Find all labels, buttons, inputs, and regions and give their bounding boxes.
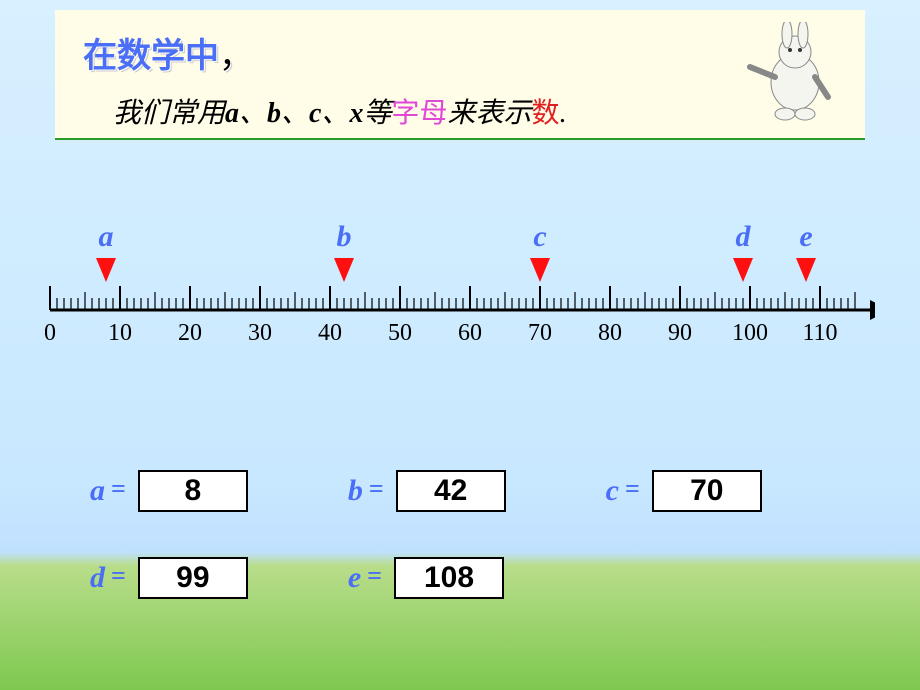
value-label-e: e xyxy=(348,561,361,595)
svg-text:20: 20 xyxy=(178,320,202,346)
svg-text:40: 40 xyxy=(318,320,342,346)
svg-text:70: 70 xyxy=(528,320,552,346)
svg-text:100: 100 xyxy=(732,320,768,346)
marker-pointer-c xyxy=(530,258,550,282)
zimu-text: 字母 xyxy=(392,98,448,129)
marker-label-d: d xyxy=(736,220,751,254)
var-x: x xyxy=(350,98,364,129)
value-box-a[interactable]: 8 xyxy=(138,470,248,512)
value-label-c: c xyxy=(606,474,619,508)
equals-icon: = xyxy=(367,561,382,591)
value-box-c[interactable]: 70 xyxy=(652,470,762,512)
var-c: c xyxy=(309,98,321,129)
sub-after: 来表示 xyxy=(448,98,532,129)
svg-text:0: 0 xyxy=(45,320,56,346)
svg-text:30: 30 xyxy=(248,320,272,346)
sep1: 、 xyxy=(239,98,267,129)
title-text: 在数学中 xyxy=(83,38,219,75)
sep2: 、 xyxy=(281,98,309,129)
svg-text:80: 80 xyxy=(598,320,622,346)
marker-pointer-d xyxy=(733,258,753,282)
rabbit-icon xyxy=(740,22,850,132)
equals-icon: = xyxy=(111,561,126,591)
value-label-d: d xyxy=(90,561,105,595)
marker-label-a: a xyxy=(99,220,114,254)
var-a: a xyxy=(225,98,239,129)
svg-text:110: 110 xyxy=(802,320,837,346)
svg-text:60: 60 xyxy=(458,320,482,346)
equals-icon: = xyxy=(369,474,384,504)
value-box-e[interactable]: 108 xyxy=(394,557,504,599)
equals-icon: = xyxy=(111,474,126,504)
marker-pointer-a xyxy=(96,258,116,282)
number-line: 0 10 20 30 40 50 60 70 80 90 100 110 a b c d e xyxy=(45,220,875,375)
value-label-a: a xyxy=(90,474,105,508)
value-box-d[interactable]: 99 xyxy=(138,557,248,599)
sub-mid: 等 xyxy=(364,98,392,129)
shu-text: 数 xyxy=(532,98,560,129)
ruler-svg: 0 10 20 30 40 50 60 70 80 90 100 110 xyxy=(45,220,875,370)
var-b: b xyxy=(267,98,281,129)
value-group-c: c = 70 xyxy=(606,470,762,512)
value-box-b[interactable]: 42 xyxy=(396,470,506,512)
value-group-a: a = 8 xyxy=(90,470,248,512)
subtitle-line: 我们常用a、b、c、x等字母来表示数. xyxy=(83,91,837,131)
marker-pointer-b xyxy=(334,258,354,282)
values-row-2: d = 99 e = 108 xyxy=(0,557,920,599)
svg-text:10: 10 xyxy=(108,320,132,346)
value-label-b: b xyxy=(348,474,363,508)
values-row-1: a = 8 b = 42 c = 70 xyxy=(0,470,920,512)
sub-period: . xyxy=(560,98,567,129)
svg-text:50: 50 xyxy=(388,320,412,346)
marker-label-b: b xyxy=(337,220,352,254)
title-line: 在数学中， xyxy=(83,28,837,77)
values-area: a = 8 b = 42 c = 70 d = 99 e = 108 xyxy=(0,470,920,644)
equals-icon: = xyxy=(625,474,640,504)
svg-text:90: 90 xyxy=(668,320,692,346)
sub-prefix: 我们常用 xyxy=(113,98,225,129)
value-group-d: d = 99 xyxy=(90,557,248,599)
marker-pointer-e xyxy=(796,258,816,282)
sep3: 、 xyxy=(321,98,349,129)
marker-label-e: e xyxy=(799,220,812,254)
marker-label-c: c xyxy=(533,220,546,254)
title-comma: ， xyxy=(219,38,253,75)
value-group-b: b = 42 xyxy=(348,470,506,512)
value-group-e: e = 108 xyxy=(348,557,504,599)
